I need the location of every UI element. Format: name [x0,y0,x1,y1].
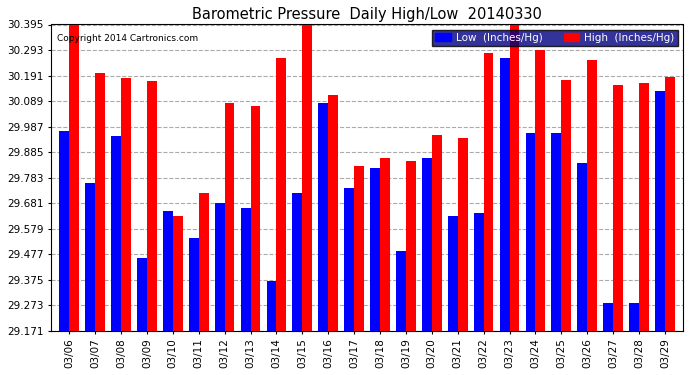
Bar [396,251,406,330]
Bar [318,103,328,330]
Bar [59,131,69,330]
Bar [147,81,157,330]
Bar [354,166,364,330]
Bar [526,133,535,330]
Bar [629,303,639,330]
Bar [613,84,623,330]
Text: Copyright 2014 Cartronics.com: Copyright 2014 Cartronics.com [57,34,199,43]
Bar [655,91,665,330]
Bar [121,78,131,330]
Bar [500,58,509,330]
Bar [86,183,95,330]
Bar [484,53,493,330]
Bar [406,161,416,330]
Bar [189,238,199,330]
Bar [69,24,79,330]
Bar [95,73,105,330]
Bar [551,133,562,330]
Bar [163,211,172,330]
Bar [172,216,183,330]
Bar [370,168,380,330]
Bar [328,94,338,330]
Bar [199,193,208,330]
Bar [457,138,468,330]
Bar [639,83,649,330]
Bar [215,203,225,330]
Legend: Low  (Inches/Hg), High  (Inches/Hg): Low (Inches/Hg), High (Inches/Hg) [432,30,678,46]
Bar [266,281,277,330]
Bar [665,77,675,330]
Bar [432,135,442,330]
Bar [474,213,484,330]
Bar [241,208,250,330]
Bar [225,103,235,330]
Bar [562,80,571,330]
Bar [535,50,545,330]
Bar [302,24,312,330]
Bar [578,163,587,330]
Bar [277,58,286,330]
Bar [587,60,597,330]
Bar [422,158,432,330]
Bar [250,106,260,330]
Title: Barometric Pressure  Daily High/Low  20140330: Barometric Pressure Daily High/Low 20140… [192,7,542,22]
Bar [380,158,390,330]
Bar [603,303,613,330]
Bar [111,136,121,330]
Bar [344,188,354,330]
Bar [137,258,147,330]
Bar [293,193,302,330]
Bar [448,216,457,330]
Bar [509,24,520,330]
